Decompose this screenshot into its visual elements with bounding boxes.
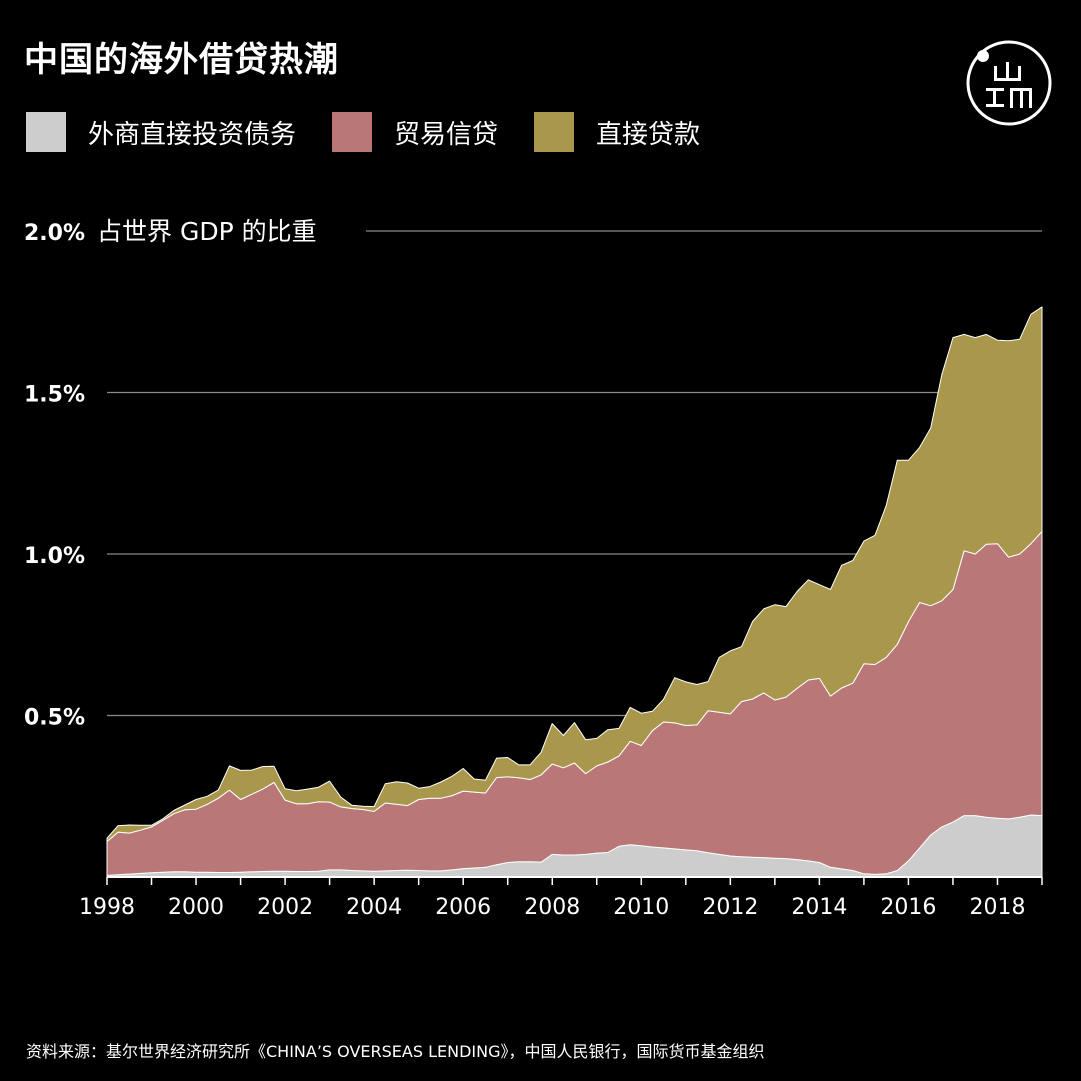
legend-label-portfolio: 外商直接投资债务 <box>88 119 297 150</box>
legend: 外商直接投资债务 贸易信贷 直接贷款 <box>26 112 736 152</box>
y-tick-label-2: 1.5% <box>24 383 85 408</box>
theinitium-logo-icon <box>966 40 1052 126</box>
x-tick-label-4: 2006 <box>435 895 491 920</box>
source-note: 资料来源：基尔世界经济研究所《CHINA’S OVERSEAS LENDING》… <box>26 1042 765 1061</box>
y-tick-label-1: 1.0% <box>24 544 85 569</box>
chart-title: 中国的海外借贷热潮 <box>24 40 339 80</box>
y-tick-label-3: 2.0% <box>24 221 85 246</box>
x-tick-label-0: 1998 <box>79 895 135 920</box>
legend-swatch-trade <box>332 112 373 152</box>
legend-swatch-loans <box>534 112 575 152</box>
x-tick-label-7: 2012 <box>702 895 758 920</box>
legend-item-trade: 贸易信贷 <box>332 112 498 152</box>
legend-label-trade: 贸易信贷 <box>394 119 499 150</box>
area-loans <box>106 306 1043 842</box>
x-tick-label-9: 2016 <box>880 895 936 920</box>
legend-swatch-portfolio <box>26 112 66 152</box>
x-tick-label-10: 2018 <box>969 895 1025 920</box>
y-tick-label-0: 0.5% <box>24 706 85 731</box>
legend-item-loans: 直接贷款 <box>534 112 700 152</box>
x-tick-label-5: 2008 <box>524 895 580 920</box>
y-axis-label: 占世界 GDP 的比重 <box>97 217 317 246</box>
x-tick-label-6: 2010 <box>613 895 669 920</box>
x-tick-label-2: 2002 <box>257 895 313 920</box>
legend-label-loans: 直接贷款 <box>596 119 701 150</box>
legend-item-portfolio: 外商直接投资债务 <box>26 112 296 152</box>
x-tick-label-1: 2000 <box>168 895 224 920</box>
x-tick-label-8: 2014 <box>791 895 847 920</box>
x-tick-label-3: 2004 <box>346 895 402 920</box>
